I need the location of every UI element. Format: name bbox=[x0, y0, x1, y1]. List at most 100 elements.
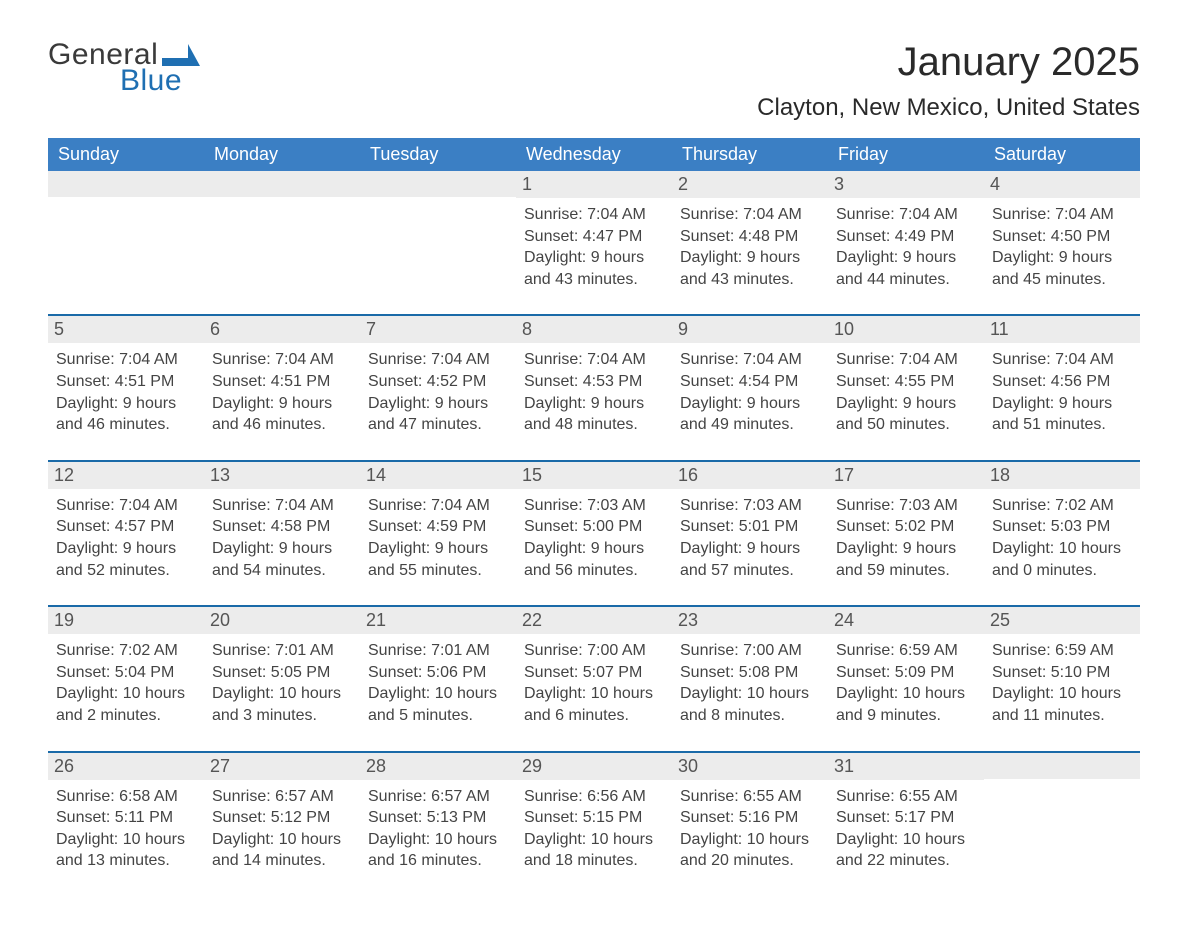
day-number: 24 bbox=[828, 607, 984, 634]
calendar-cell: 21Sunrise: 7:01 AMSunset: 5:06 PMDayligh… bbox=[360, 606, 516, 751]
day-number: 3 bbox=[828, 171, 984, 198]
sunset-line-value: 5:03 PM bbox=[1051, 518, 1111, 535]
calendar-cell: 15 Sunrise: 7:03 AMSunset: 5:00 PMDayligh… bbox=[516, 461, 672, 606]
sunset-line: Sunset: 5:08 PM bbox=[680, 662, 820, 684]
calendar-cell: 25Sunrise: 6:59 AMSunset: 5:10 PMDayligh… bbox=[984, 606, 1140, 751]
sunset-line-label: Sunset: bbox=[992, 664, 1046, 681]
sunset-line-label: Sunset: bbox=[212, 809, 266, 826]
sunset-line-label: Sunset: bbox=[212, 373, 266, 390]
sunrise-line: Sunrise: 7:03 AM bbox=[836, 495, 976, 517]
day-info: Sunrise: 6:55 AMSunset: 5:17 PMDaylight:… bbox=[836, 786, 976, 872]
day-number: 15 bbox=[516, 462, 672, 489]
sunset-line-value: 5:17 PM bbox=[895, 809, 955, 826]
sunset-line-label: Sunset: bbox=[680, 228, 734, 245]
calendar-cell bbox=[48, 171, 204, 315]
daylight-line: Daylight: 9 hours and 59 minutes. bbox=[836, 538, 976, 581]
sunrise-line: Sunrise: 7:02 AM bbox=[992, 495, 1132, 517]
calendar-cell: 26Sunrise: 6:58 AMSunset: 5:11 PMDayligh… bbox=[48, 752, 204, 896]
calendar-cell: 22Sunrise: 7:00 AMSunset: 5:07 PMDayligh… bbox=[516, 606, 672, 751]
daylight-line-label: Daylight: bbox=[836, 395, 898, 412]
sunrise-line-label: Sunrise: bbox=[680, 351, 739, 368]
sunset-line-value: 4:58 PM bbox=[271, 518, 331, 535]
calendar-cell: 17Sunrise: 7:03 AMSunset: 5:02 PMDayligh… bbox=[828, 461, 984, 606]
daylight-line: Daylight: 9 hours and 55 minutes. bbox=[368, 538, 508, 581]
sunrise-line-value: 7:00 AM bbox=[587, 642, 646, 659]
sunrise-line-value: 6:58 AM bbox=[119, 788, 178, 805]
sunrise-line-value: 7:04 AM bbox=[431, 497, 490, 514]
day-number: 28 bbox=[360, 753, 516, 780]
day-number: 2 bbox=[672, 171, 828, 198]
sunrise-line-value: 7:04 AM bbox=[275, 497, 334, 514]
sunrise-line: Sunrise: 6:59 AM bbox=[992, 640, 1132, 662]
sunrise-line-label: Sunrise: bbox=[368, 497, 427, 514]
sunrise-line-label: Sunrise: bbox=[524, 351, 583, 368]
sunrise-line-value: 7:04 AM bbox=[119, 351, 178, 368]
sunset-line-label: Sunset: bbox=[836, 518, 890, 535]
sunrise-line: Sunrise: 7:04 AM bbox=[368, 349, 508, 371]
sunset-line: Sunset: 5:11 PM bbox=[56, 807, 196, 829]
sunset-line-value: 5:06 PM bbox=[427, 664, 487, 681]
day-info: Sunrise: 6:58 AMSunset: 5:11 PMDaylight:… bbox=[56, 786, 196, 872]
sunrise-line-label: Sunrise: bbox=[680, 642, 739, 659]
sunset-line-label: Sunset: bbox=[680, 809, 734, 826]
day-number bbox=[984, 753, 1140, 779]
sunset-line-label: Sunset: bbox=[992, 373, 1046, 390]
day-info: Sunrise: 7:03 AMSunset: 5:00 PMDaylight:… bbox=[524, 495, 664, 581]
daylight-line-label: Daylight: bbox=[56, 685, 118, 702]
day-number: 11 bbox=[984, 316, 1140, 343]
daylight-line: Daylight: 9 hours and 49 minutes. bbox=[680, 393, 820, 436]
daylight-line: Daylight: 9 hours and 56 minutes. bbox=[524, 538, 664, 581]
daylight-line: Daylight: 10 hours and 6 minutes. bbox=[524, 683, 664, 726]
sunrise-line-label: Sunrise: bbox=[524, 642, 583, 659]
calendar-cell: 30Sunrise: 6:55 AMSunset: 5:16 PMDayligh… bbox=[672, 752, 828, 896]
sunrise-line-label: Sunrise: bbox=[836, 351, 895, 368]
sunset-line-label: Sunset: bbox=[524, 373, 578, 390]
daylight-line: Daylight: 10 hours and 5 minutes. bbox=[368, 683, 508, 726]
daylight-line: Daylight: 9 hours and 51 minutes. bbox=[992, 393, 1132, 436]
sunset-line: Sunset: 5:06 PM bbox=[368, 662, 508, 684]
sunrise-line-value: 6:57 AM bbox=[275, 788, 334, 805]
sunrise-line-label: Sunrise: bbox=[368, 351, 427, 368]
sunset-line: Sunset: 5:16 PM bbox=[680, 807, 820, 829]
daylight-line: Daylight: 9 hours and 46 minutes. bbox=[56, 393, 196, 436]
sunset-line: Sunset: 4:56 PM bbox=[992, 371, 1132, 393]
sunrise-line-label: Sunrise: bbox=[680, 206, 739, 223]
sunrise-line-label: Sunrise: bbox=[212, 788, 271, 805]
day-number: 1 bbox=[516, 171, 672, 198]
sunrise-line-value: 7:04 AM bbox=[587, 206, 646, 223]
sunset-line-value: 5:07 PM bbox=[583, 664, 643, 681]
day-number: 17 bbox=[828, 462, 984, 489]
sunrise-line-label: Sunrise: bbox=[992, 642, 1051, 659]
day-header: Sunday bbox=[48, 138, 204, 171]
daylight-line-label: Daylight: bbox=[524, 540, 586, 557]
sunset-line-value: 5:16 PM bbox=[739, 809, 799, 826]
daylight-line: Daylight: 9 hours and 57 minutes. bbox=[680, 538, 820, 581]
sunset-line: Sunset: 5:05 PM bbox=[212, 662, 352, 684]
day-number: 18 bbox=[984, 462, 1140, 489]
day-info: Sunrise: 6:56 AMSunset: 5:15 PMDaylight:… bbox=[524, 786, 664, 872]
day-number: 20 bbox=[204, 607, 360, 634]
sunset-line-value: 4:47 PM bbox=[583, 228, 643, 245]
sunrise-line-label: Sunrise: bbox=[212, 642, 271, 659]
daylight-line-label: Daylight: bbox=[524, 831, 586, 848]
day-number: 29 bbox=[516, 753, 672, 780]
sunrise-line-label: Sunrise: bbox=[524, 788, 583, 805]
daylight-line-label: Daylight: bbox=[836, 249, 898, 266]
sunrise-line-label: Sunrise: bbox=[836, 206, 895, 223]
sunset-line-value: 5:01 PM bbox=[739, 518, 799, 535]
sunset-line-label: Sunset: bbox=[524, 228, 578, 245]
day-info: Sunrise: 7:04 AMSunset: 4:47 PMDaylight:… bbox=[524, 204, 664, 290]
daylight-line: Daylight: 9 hours and 48 minutes. bbox=[524, 393, 664, 436]
sunrise-line-value: 7:03 AM bbox=[899, 497, 958, 514]
sunrise-line: Sunrise: 7:02 AM bbox=[56, 640, 196, 662]
sunset-line-value: 5:12 PM bbox=[271, 809, 331, 826]
logo: General Blue bbox=[48, 40, 200, 98]
sunrise-line-label: Sunrise: bbox=[992, 351, 1051, 368]
daylight-line: Daylight: 10 hours and 3 minutes. bbox=[212, 683, 352, 726]
daylight-line-label: Daylight: bbox=[212, 831, 274, 848]
sunrise-line-label: Sunrise: bbox=[836, 642, 895, 659]
daylight-line-label: Daylight: bbox=[368, 540, 430, 557]
sunrise-line-value: 7:03 AM bbox=[587, 497, 646, 514]
calendar-cell: 4Sunrise: 7:04 AMSunset: 4:50 PMDaylight… bbox=[984, 171, 1140, 315]
sunset-line: Sunset: 5:03 PM bbox=[992, 516, 1132, 538]
